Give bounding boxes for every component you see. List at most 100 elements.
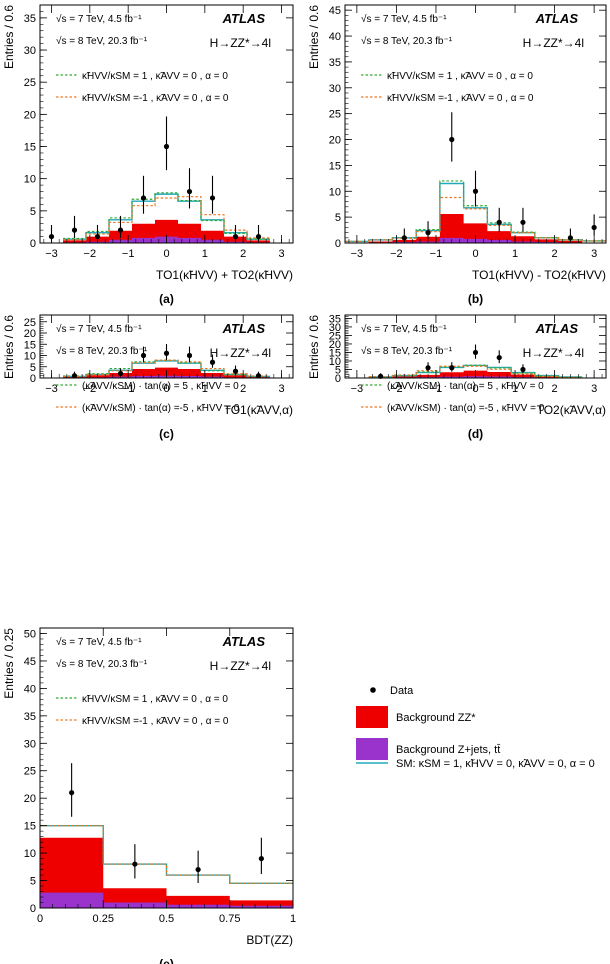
y-tick-label: 30 — [329, 322, 341, 334]
atlas-label: ATLAS — [222, 634, 266, 649]
panel-caption: (a) — [159, 292, 174, 306]
data-point — [186, 352, 193, 359]
legend-alt2-label: κ̃HVV/κSM =-1 , κ̃AVV = 0 , α = 0 — [82, 716, 229, 727]
x-tick-label: −2 — [390, 383, 403, 395]
y-axis-title: Entries / 0.6 — [2, 5, 16, 69]
data-point — [449, 136, 455, 143]
x-tick-label: 3 — [278, 248, 284, 260]
x-tick-label: 1 — [512, 383, 518, 395]
y-tick-label: 20 — [329, 339, 341, 351]
y-tick-label: 10 — [24, 848, 36, 860]
y-tick-label: 25 — [24, 317, 36, 329]
data-point — [186, 188, 193, 195]
y-tick-label: 5 — [30, 362, 36, 374]
y-tick-label: 5 — [335, 212, 341, 224]
panel-caption: (c) — [159, 427, 174, 441]
x-tick-label: 3 — [591, 248, 597, 260]
data-point — [258, 855, 264, 862]
y-tick-label: 25 — [24, 766, 36, 778]
data-point — [496, 354, 502, 361]
x-tick-label: 0.75 — [219, 913, 240, 925]
y-tick-label: 35 — [24, 711, 36, 723]
legend-alt2-label: (κ̃AVV/κSM) · tan(α) =-5 , κ̃HVV = 0 — [387, 403, 545, 414]
legend-alt1-label: (κ̃AVV/κSM) · tan(α) = 5 , κ̃HVV = 0 — [387, 381, 544, 392]
y-tick-label: 35 — [329, 57, 341, 69]
zz-background-histogram — [345, 214, 606, 243]
y-tick-label: 20 — [24, 328, 36, 340]
channel-label: H→ZZ*→4l — [210, 36, 271, 50]
data-point — [472, 349, 479, 356]
y-tick-label: 0 — [30, 238, 36, 250]
data-point — [140, 195, 147, 201]
x-tick-label: 2 — [552, 248, 558, 260]
legend-data-label: Data — [390, 685, 414, 697]
y-tick-label: 15 — [24, 821, 36, 833]
y-tick-label: 35 — [329, 313, 341, 325]
data-point — [520, 219, 526, 225]
legend-data-marker — [370, 687, 376, 693]
x-tick-label: −3 — [351, 248, 364, 260]
data-point — [496, 219, 502, 225]
legend-alt2-label: (κ̃AVV/κSM) · tan(α) =-5 , κ̃HVV = 0 — [82, 403, 240, 414]
legend-alt1-label: κ̃HVV/κSM = 1 , κ̃AVV = 0 , α = 0 — [82, 71, 228, 82]
alt2-prediction-line — [345, 196, 606, 243]
data-point — [232, 233, 239, 240]
y-tick-label: 30 — [329, 83, 341, 95]
zz-background-histogram — [63, 219, 270, 243]
data-point — [255, 233, 262, 240]
energy-7tev-label: √s = 7 TeV, 4.5 fb⁻¹ — [56, 13, 142, 25]
chart-panel-b: 0 5 10 15 20 25 30 35 40 45 −3 −2 −1 0 1 2 3 Entries / 0.… — [307, 4, 607, 306]
legend-alt1-label: κ̃HVV/κSM = 1 , κ̃AVV = 0 , α = 0 — [387, 71, 533, 82]
channel-label: H→ZZ*→4l — [210, 659, 271, 673]
x-tick-label: 3 — [591, 383, 597, 395]
x-tick-label: −1 — [430, 248, 443, 260]
x-tick-label: −1 — [122, 248, 135, 260]
main-legend: Data Background ZZ* Background Z+jets, t… — [356, 685, 595, 770]
y-tick-label: 0 — [30, 373, 36, 385]
y-tick-label: 10 — [329, 356, 341, 368]
y-tick-label: 20 — [329, 135, 341, 147]
energy-8tev-label: √s = 8 TeV, 20.3 fb⁻¹ — [361, 345, 453, 357]
energy-8tev-label: √s = 8 TeV, 20.3 fb⁻¹ — [56, 658, 148, 670]
data-point — [209, 359, 216, 365]
legend-zjets-label: Background Z+jets, tt̄ — [396, 744, 501, 756]
data-point — [195, 866, 201, 873]
y-tick-label: 45 — [24, 656, 36, 668]
x-tick-label: 0 — [472, 248, 478, 260]
y-axis-title: Entries / 0.6 — [307, 5, 321, 69]
data-point — [520, 366, 526, 373]
y-tick-label: 45 — [329, 5, 341, 17]
x-tick-label: 1 — [202, 383, 208, 395]
data-point — [567, 235, 574, 241]
y-axis-title: Entries / 0.6 — [307, 315, 321, 379]
legend-alt2-label: κ̃HVV/κSM =-1 , κ̃AVV = 0 , α = 0 — [387, 93, 534, 104]
data-point — [472, 188, 479, 194]
data-point — [209, 195, 216, 201]
y-tick-label: 25 — [24, 77, 36, 89]
atlas-label: ATLAS — [535, 11, 579, 26]
legend-alt2-label: κ̃HVV/κSM =-1 , κ̃AVV = 0 , α = 0 — [82, 93, 229, 104]
energy-8tev-label: √s = 8 TeV, 20.3 fb⁻¹ — [56, 35, 148, 47]
y-tick-label: 5 — [335, 364, 341, 376]
data-point — [163, 350, 170, 356]
legend-alt1-label: κ̃HVV/κSM = 1 , κ̃AVV = 0 , α = 0 — [82, 694, 228, 705]
atlas-label: ATLAS — [222, 321, 266, 336]
y-tick-label: 20 — [24, 109, 36, 121]
data-point — [71, 227, 78, 233]
y-tick-label: 15 — [329, 160, 341, 172]
x-axis-title: TO1(κ̃HVV) - TO2(κ̃HVV) — [472, 268, 606, 282]
data-point — [132, 861, 138, 867]
y-tick-label: 25 — [329, 330, 341, 342]
panel-caption: (b) — [468, 292, 483, 306]
y-tick-label: 15 — [329, 347, 341, 359]
data-point — [425, 365, 431, 371]
channel-label: H→ZZ*→4l — [210, 346, 271, 360]
x-tick-label: 0 — [163, 248, 169, 260]
x-tick-label: −1 — [122, 383, 135, 395]
energy-7tev-label: √s = 7 TeV, 4.5 fb⁻¹ — [56, 636, 142, 648]
x-tick-label: −2 — [84, 383, 97, 395]
y-tick-label: 40 — [329, 31, 341, 43]
x-axis-title: BDT(ZZ) — [246, 933, 293, 947]
chart-panel-e: 0 5 10 15 20 25 30 35 40 45 50 0 0.25 0.5 0.75 1 Entries… — [2, 627, 296, 964]
